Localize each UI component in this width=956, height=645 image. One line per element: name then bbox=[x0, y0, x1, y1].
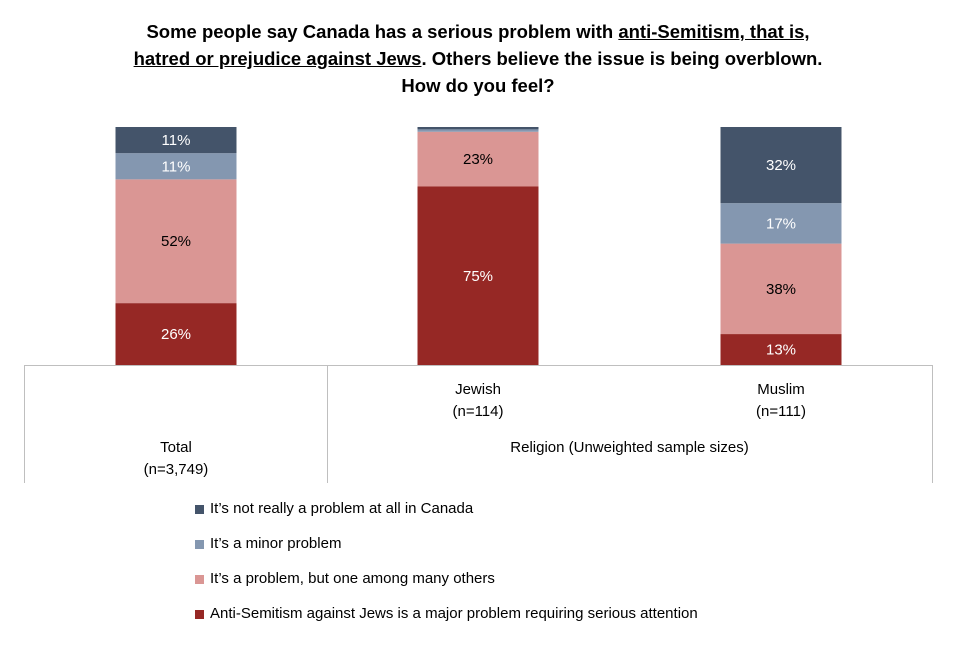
category-sample-size: (n=3,749) bbox=[144, 461, 209, 478]
title-part-4: . Others believe the issue is being over… bbox=[421, 48, 823, 69]
data-label: 13% bbox=[766, 342, 796, 359]
stacked-bar-chart: 26% 52% 11% 11% 75% 23% 13% 38% 17% 32% Total (n=3,… bbox=[24, 127, 933, 483]
legend-swatch bbox=[195, 540, 204, 549]
title-part-5: How do you feel? bbox=[401, 75, 555, 96]
bar-segment bbox=[720, 203, 842, 244]
category-sample-size: (n=111) bbox=[756, 403, 806, 420]
data-label: 11% bbox=[162, 132, 191, 149]
bar-segment bbox=[720, 243, 842, 335]
legend-swatch bbox=[195, 575, 204, 584]
data-label: 23% bbox=[463, 151, 493, 168]
data-label: 75% bbox=[463, 268, 493, 285]
legend-swatch bbox=[195, 505, 204, 514]
data-label: 52% bbox=[161, 233, 191, 250]
group-label: Religion (Unweighted sample sizes) bbox=[510, 439, 748, 456]
title-part-2: anti-Semitism, that is, bbox=[618, 21, 810, 42]
legend-label: Anti-Semitism against Jews is a major pr… bbox=[210, 605, 698, 622]
title-part-1: Some people say Canada has a serious pro… bbox=[146, 21, 619, 42]
data-label: 17% bbox=[766, 215, 796, 232]
bar-segment bbox=[115, 179, 237, 304]
data-label: 26% bbox=[161, 326, 191, 343]
bar-segment bbox=[417, 186, 539, 365]
chart-title: Some people say Canada has a serious pro… bbox=[0, 18, 956, 99]
bar-segment bbox=[417, 127, 539, 130]
legend-swatch bbox=[195, 610, 204, 619]
bar-segment bbox=[720, 334, 842, 365]
legend-label: It’s a problem, but one among many other… bbox=[210, 570, 495, 587]
legend-label: It’s not really a problem at all in Cana… bbox=[210, 500, 474, 517]
bar-segment bbox=[417, 131, 539, 187]
legend-label: It’s a minor problem bbox=[210, 535, 342, 552]
data-label: 38% bbox=[766, 281, 796, 298]
category-label: Jewish bbox=[455, 381, 501, 398]
bar-segment bbox=[115, 303, 237, 365]
title-part-3: hatred or prejudice against Jews bbox=[133, 48, 422, 69]
bar-segment bbox=[115, 153, 237, 180]
category-sample-size: (n=114) bbox=[452, 403, 503, 420]
data-label: 11% bbox=[162, 158, 191, 175]
bar-segment bbox=[720, 127, 842, 204]
category-label: Total bbox=[160, 439, 192, 456]
bar-segment bbox=[417, 129, 539, 132]
category-label: Muslim bbox=[757, 381, 805, 398]
data-label: 32% bbox=[766, 157, 796, 174]
bar-segment bbox=[115, 127, 237, 154]
